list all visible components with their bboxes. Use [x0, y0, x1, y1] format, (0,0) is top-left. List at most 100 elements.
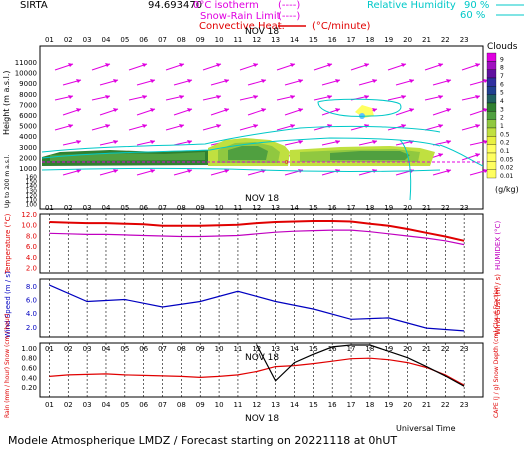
- colorbar-swatch: [486, 144, 497, 154]
- hour-tick-label: 10: [215, 401, 224, 409]
- wind-arrow-head: [179, 124, 184, 128]
- wind-arrow-head: [187, 169, 192, 173]
- universal-time-label: Universal Time: [396, 424, 456, 433]
- date-label-precip: NOV 18: [245, 353, 279, 363]
- ytick-label: 8.0: [26, 283, 37, 291]
- wind-arrow-head: [475, 63, 480, 67]
- temperature-panel-frame: [39, 213, 484, 274]
- wind-arrow-head: [76, 108, 81, 112]
- wind-arrow-head: [446, 79, 451, 83]
- wind-arrow-head: [261, 79, 266, 83]
- wind-arrow-head: [327, 124, 332, 128]
- ytick-label: 4.0: [26, 310, 37, 318]
- ytick-label: 0.20: [21, 384, 37, 392]
- hour-tick-label: 02: [64, 36, 73, 44]
- hour-tick-label: 16: [328, 36, 337, 44]
- humidex-ylabel: HUMIDEX (°C): [494, 221, 502, 270]
- colorbar-level-label: 0.1: [500, 148, 510, 155]
- ytick-label: 6.0: [26, 243, 37, 251]
- wind-arrow-head: [105, 95, 110, 99]
- colorbar-unit: (g/kg): [495, 185, 519, 194]
- hour-tick-label: 19: [384, 401, 393, 409]
- colorbar-title: Clouds: [487, 42, 518, 52]
- isotherm-value: 0: [285, 160, 288, 166]
- hour-tick-label: 06: [139, 36, 148, 44]
- precip-panel-frame: [39, 342, 484, 398]
- wind-arrow-head: [475, 153, 480, 157]
- wind-arrow-head: [113, 108, 118, 112]
- colorbar-level-label: 1: [500, 123, 504, 130]
- wind-arrow-head: [401, 124, 406, 128]
- hour-tick-label: 04: [102, 204, 111, 212]
- height-tick-label: 3000: [19, 144, 37, 152]
- colorbar-level-label: 9: [500, 56, 504, 63]
- colorbar-level-label: 4: [500, 98, 504, 105]
- wind-arrow-head: [187, 108, 192, 112]
- hour-tick-label: 05: [120, 36, 129, 44]
- hour-tick-label: 02: [64, 204, 73, 212]
- wind-arrow-head: [446, 169, 451, 173]
- station-name: SIRTA: [20, 0, 48, 11]
- hour-tick-label: 13: [271, 204, 280, 212]
- hour-tick-label: 20: [403, 401, 412, 409]
- wind-arrow-head: [216, 63, 221, 67]
- legend-snow-rain: Snow-Rain Limit: [200, 11, 281, 22]
- ytick-label: 4.0: [26, 254, 37, 262]
- series-line: [49, 357, 465, 386]
- hour-tick-label: 07: [158, 401, 167, 409]
- wind-arrow-head: [187, 140, 192, 144]
- hour-tick-label: 14: [290, 36, 299, 44]
- wind-arrow-head: [179, 63, 184, 67]
- hour-tick-label: 11: [233, 36, 242, 44]
- legend-snow-rain-mark: (----): [278, 11, 300, 22]
- wind-arrow-head: [335, 140, 340, 144]
- wind-arrow-head: [142, 95, 147, 99]
- height-tick-label: 6000: [19, 112, 37, 120]
- wind-arrow-head: [261, 108, 266, 112]
- wind-arrow-head: [68, 95, 73, 99]
- hour-tick-label: 17: [347, 401, 356, 409]
- wind-arrow-head: [438, 63, 443, 67]
- hour-tick-label: 09: [196, 36, 205, 44]
- ytick-label: 2.0: [26, 265, 37, 273]
- ytick-label: 0.60: [21, 365, 37, 373]
- hour-tick-label: 01: [45, 36, 54, 44]
- wind-arrow-head: [372, 79, 377, 83]
- precip-ylabel: Rain (mm / hour) Snow (cm / hour): [4, 314, 11, 418]
- low-height-tick-label: 120: [26, 192, 38, 199]
- wind-arrow-head: [68, 63, 73, 67]
- legend-convective: Convective Heat.: [199, 21, 285, 32]
- hour-tick-label: 02: [64, 401, 73, 409]
- hour-tick-label: 08: [177, 36, 186, 44]
- hour-tick-label: 17: [347, 36, 356, 44]
- hour-tick-label: 19: [384, 36, 393, 44]
- wind-arrow-head: [335, 108, 340, 112]
- hour-tick-label: 20: [403, 204, 412, 212]
- low-height-tick-label: 140: [26, 183, 38, 190]
- hour-tick-label: 13: [271, 401, 280, 409]
- wind-arrow-head: [446, 108, 451, 112]
- wind-arrow-head: [150, 108, 155, 112]
- wind-arrow-head: [438, 95, 443, 99]
- hour-tick-label: 04: [102, 36, 111, 44]
- height-tick-label: 8000: [19, 91, 37, 99]
- hour-tick-label: 03: [83, 36, 92, 44]
- colorbar-swatch: [486, 69, 497, 79]
- colorbar-level-label: 3: [500, 106, 504, 113]
- hour-tick-label: 07: [158, 36, 167, 44]
- hour-tick-label: 09: [196, 204, 205, 212]
- hour-tick-label: 18: [365, 36, 374, 44]
- hour-tick-label: 22: [441, 401, 450, 409]
- wind-arrow-head: [68, 124, 73, 128]
- station-coords: 94.693470: [148, 0, 202, 11]
- hour-tick-label: 12: [252, 36, 261, 44]
- hour-tick-label: 14: [290, 401, 299, 409]
- wind-arrow-head: [335, 79, 340, 83]
- low-height-tick-label: 160: [26, 174, 38, 181]
- wind-ylabel: Wind Speed (m / s): [4, 271, 12, 338]
- colorbar-level-label: 0.5: [500, 131, 510, 138]
- wind-arrow-head: [401, 95, 406, 99]
- wind-arrow-head: [475, 124, 480, 128]
- wind-arrow-head: [216, 95, 221, 99]
- wind-arrow-head: [253, 124, 258, 128]
